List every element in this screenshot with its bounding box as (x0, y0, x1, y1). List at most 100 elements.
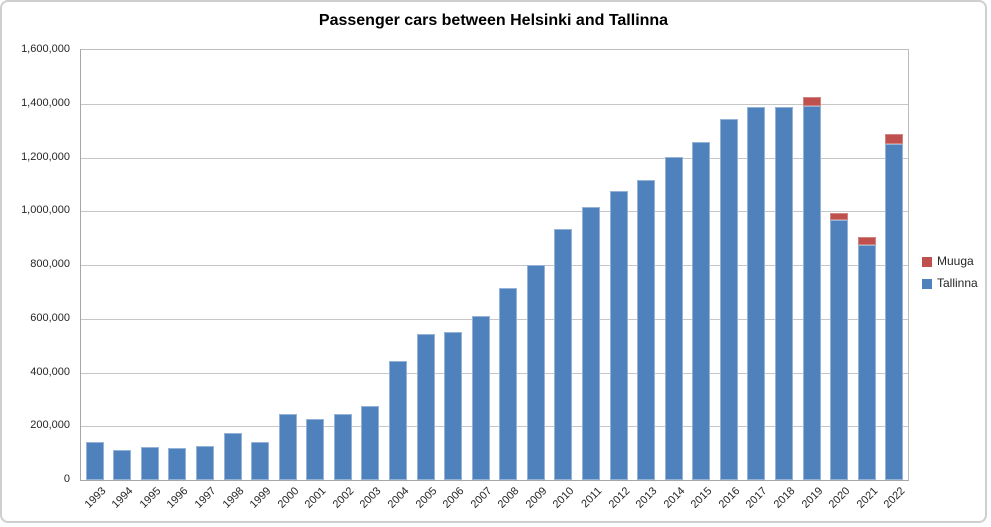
x-tick-label: 2003 (358, 485, 384, 511)
bar-segment-tallinna (389, 361, 408, 480)
legend-swatch-icon (922, 278, 932, 289)
bar-2015 (692, 142, 711, 480)
bar-segment-tallinna (361, 406, 380, 480)
gridline (81, 265, 908, 266)
x-tick-label: 1993 (82, 485, 109, 511)
bar-1995 (140, 447, 159, 480)
bar-segment-tallinna (747, 106, 766, 480)
y-tick-label: 1,600,000 (21, 43, 70, 55)
gridline (81, 372, 908, 374)
legend-item-tallinna: Tallinna (922, 277, 978, 290)
bar-segment-tallinna (85, 442, 104, 480)
x-tick-label: 2013 (633, 485, 660, 511)
bar-2019 (802, 97, 821, 480)
x-tick-label: 1996 (165, 485, 191, 511)
x-tick-label: 2012 (606, 485, 633, 511)
bar-segment-tallinna (581, 206, 600, 480)
x-tick-label: 2001 (302, 485, 329, 511)
bar-2013 (637, 180, 656, 480)
bar-2007 (471, 315, 490, 480)
bar-2000 (278, 413, 297, 480)
bar-segment-tallinna (113, 449, 132, 480)
bar-segment-tallinna (499, 287, 518, 480)
x-tick-label: 2011 (579, 485, 605, 511)
y-tick-label: 1,200,000 (21, 150, 70, 163)
bar-2008 (499, 287, 518, 480)
x-tick-label: 1994 (110, 485, 136, 511)
bar-2012 (609, 191, 628, 480)
bar-1993 (85, 442, 104, 480)
bar-segment-tallinna (609, 191, 628, 480)
bar-segment-tallinna (471, 315, 490, 480)
bar-segment-muuga (885, 134, 904, 145)
bar-segment-tallinna (278, 413, 297, 480)
x-tick-label: 2010 (551, 485, 577, 511)
gridline (81, 211, 908, 213)
bar-1998 (223, 433, 242, 480)
bar-2006 (444, 332, 463, 480)
bar-2005 (416, 334, 435, 480)
bar-segment-tallinna (664, 156, 683, 480)
bar-segment-muuga (830, 213, 849, 220)
x-tick-label: 2016 (716, 485, 743, 511)
bar-segment-tallinna (637, 180, 656, 480)
bar-segment-tallinna (333, 413, 352, 480)
x-tick-label: 2009 (523, 485, 550, 511)
bar-segment-tallinna (802, 105, 821, 480)
y-tick-label: 0 (63, 473, 70, 485)
gridline (81, 426, 908, 428)
x-tick-label: 1995 (137, 485, 164, 511)
x-tick-label: 2015 (688, 485, 715, 511)
bar-2014 (664, 156, 683, 480)
x-tick-label: 2020 (826, 485, 853, 511)
bar-segment-tallinna (554, 229, 573, 480)
bar-segment-tallinna (526, 265, 545, 480)
x-tick-label: 2002 (330, 485, 357, 511)
gridline (81, 157, 908, 159)
bar-segment-tallinna (140, 447, 159, 480)
legend-label: Muuga (937, 254, 974, 268)
x-tick-label: 2018 (771, 485, 798, 511)
x-tick-label: 2000 (275, 485, 302, 511)
bar-segment-tallinna (251, 441, 270, 480)
x-tick-label: 1998 (220, 485, 247, 511)
x-tick-label: 1999 (247, 485, 274, 511)
gridline (81, 103, 908, 105)
x-tick-label: 2019 (799, 485, 826, 511)
x-tick-label: 1997 (192, 485, 219, 511)
x-tick-label: 2017 (744, 485, 770, 511)
bar-2022 (885, 134, 904, 480)
bar-segment-muuga (857, 236, 876, 246)
y-tick-label: 1,400,000 (21, 96, 70, 109)
bar-segment-tallinna (857, 245, 876, 480)
legend-label: Tallinna (937, 276, 978, 290)
y-tick-label: 600,000 (30, 311, 70, 324)
x-tick-label: 2004 (385, 485, 412, 511)
bar-segment-tallinna (306, 418, 325, 480)
bar-2021 (857, 236, 876, 480)
y-tick-label: 800,000 (30, 258, 70, 270)
bar-segment-tallinna (416, 334, 435, 480)
bar-segment-tallinna (168, 448, 187, 480)
bar-2004 (389, 361, 408, 480)
bar-2009 (526, 265, 545, 480)
bar-1994 (113, 449, 132, 480)
x-tick-label: 2005 (413, 485, 440, 511)
bar-segment-tallinna (196, 445, 215, 480)
y-tick-label: 400,000 (30, 365, 70, 378)
bar-2017 (747, 106, 766, 480)
bar-1997 (196, 445, 215, 480)
bar-segment-muuga (802, 97, 821, 106)
bar-2010 (554, 229, 573, 480)
bar-segment-tallinna (830, 219, 849, 480)
chart-title: Passenger cars between Helsinki and Tall… (318, 12, 669, 29)
bar-2018 (774, 107, 793, 480)
x-tick-label: 2022 (881, 485, 908, 511)
x-tick-label: 2007 (468, 485, 495, 511)
bar-2016 (719, 118, 738, 480)
bar-2002 (333, 413, 352, 480)
bar-2003 (361, 406, 380, 480)
bar-2020 (830, 213, 849, 480)
plot-area (80, 49, 909, 481)
bar-2001 (306, 418, 325, 480)
